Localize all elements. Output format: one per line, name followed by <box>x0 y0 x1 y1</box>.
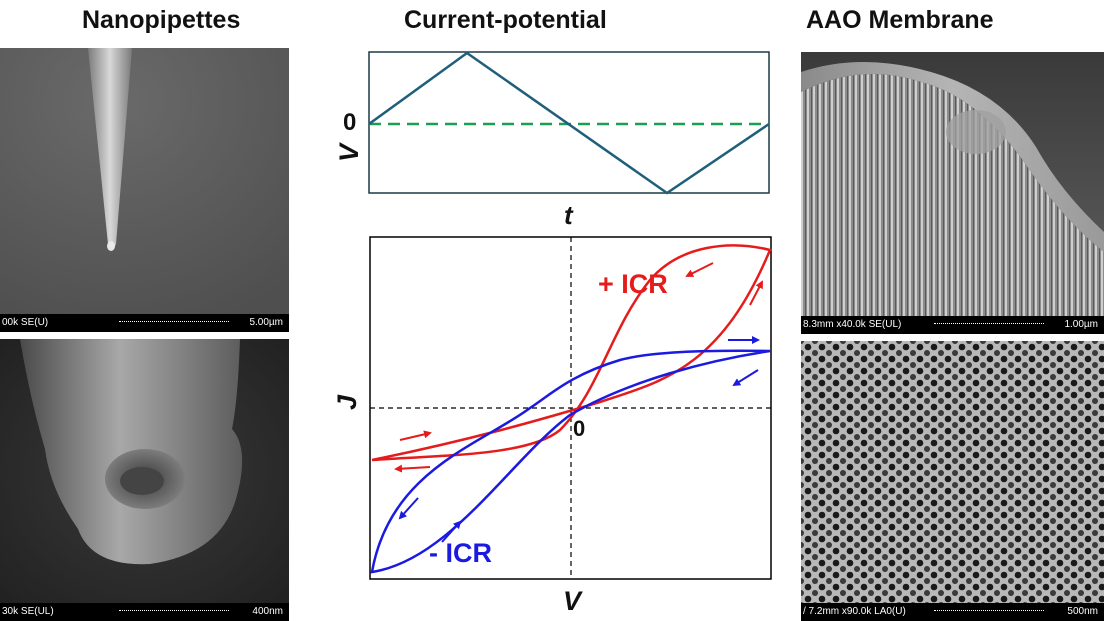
vt-ylabel: V <box>334 142 364 162</box>
nanopipette-tip-scale: 5.00µm <box>249 317 283 328</box>
nanopipette-end-sem-image: 30k SE(UL) 400nm <box>0 339 289 621</box>
nanopipette-end-databar: 30k SE(UL) 400nm <box>0 603 289 621</box>
plus-icr-arrow-right <box>749 280 763 306</box>
current-potential-plot: + ICR - ICR 0 J V <box>332 236 772 616</box>
plus-icr-hysteresis-loop <box>371 244 772 462</box>
nanopipette-tip-illustration <box>0 48 289 314</box>
minus-icr-hysteresis-loop <box>370 349 771 574</box>
plus-icr-arrow-top <box>685 262 714 277</box>
aao-top-view-scale: 500nm <box>1067 606 1098 617</box>
nanopipette-end-scale: 400nm <box>252 606 283 617</box>
aao-cross-section-databar: 8.3mm x40.0k SE(UL) 1.00µm <box>801 316 1104 334</box>
minus-icr-arrow-right <box>732 369 759 387</box>
aao-membrane-heading: AAO Membrane <box>806 6 994 34</box>
plus-icr-arrow-left-upper <box>399 430 432 441</box>
aao-pore-array-illustration <box>801 341 1104 603</box>
voltage-time-plot: 0 V t <box>334 51 770 230</box>
jv-ylabel: J <box>332 394 362 410</box>
minus-icr-arrow-left-lower <box>441 520 462 543</box>
nanopipette-end-scalebar <box>119 606 229 611</box>
nanopipette-tip-sem-image: 00k SE(U) 5.00µm <box>0 48 289 332</box>
jv-origin-label: 0 <box>573 416 585 441</box>
vt-triangle-wave <box>368 51 770 195</box>
nanopipette-end-info: 30k SE(UL) <box>2 606 54 617</box>
aao-top-view-scalebar <box>934 606 1044 611</box>
current-potential-heading: Current-potential <box>404 6 607 34</box>
aao-cross-section-scale: 1.00µm <box>1064 319 1098 330</box>
nanopipette-tip-databar: 00k SE(U) 5.00µm <box>0 314 289 332</box>
vt-xlabel: t <box>564 200 574 230</box>
jv-xlabel: V <box>563 586 583 616</box>
vt-zero-label: 0 <box>343 109 356 136</box>
plus-icr-arrow-left-lower <box>394 464 431 473</box>
aao-top-view-info: / 7.2mm x90.0k LA0(U) <box>803 606 906 617</box>
aao-cross-section-illustration <box>801 52 1104 316</box>
nanopipettes-heading: Nanopipettes <box>82 6 241 34</box>
nanopipette-tip-info: 00k SE(U) <box>2 317 49 328</box>
aao-cross-section-scalebar <box>934 319 1044 324</box>
nanopipette-end-illustration <box>0 339 289 603</box>
aao-cross-section-sem-image: 8.3mm x40.0k SE(UL) 1.00µm <box>801 52 1104 334</box>
minus-icr-arrow-left-upper <box>398 497 419 520</box>
nanopipette-tip-scalebar <box>119 317 229 322</box>
aao-top-view-sem-image: / 7.2mm x90.0k LA0(U) 500nm <box>801 341 1104 621</box>
minus-icr-label: - ICR <box>429 538 492 568</box>
aao-cross-section-info: 8.3mm x40.0k SE(UL) <box>803 319 902 330</box>
vt-plot-frame <box>368 51 770 194</box>
aao-top-view-databar: / 7.2mm x90.0k LA0(U) 500nm <box>801 603 1104 621</box>
plus-icr-label: + ICR <box>598 269 668 299</box>
